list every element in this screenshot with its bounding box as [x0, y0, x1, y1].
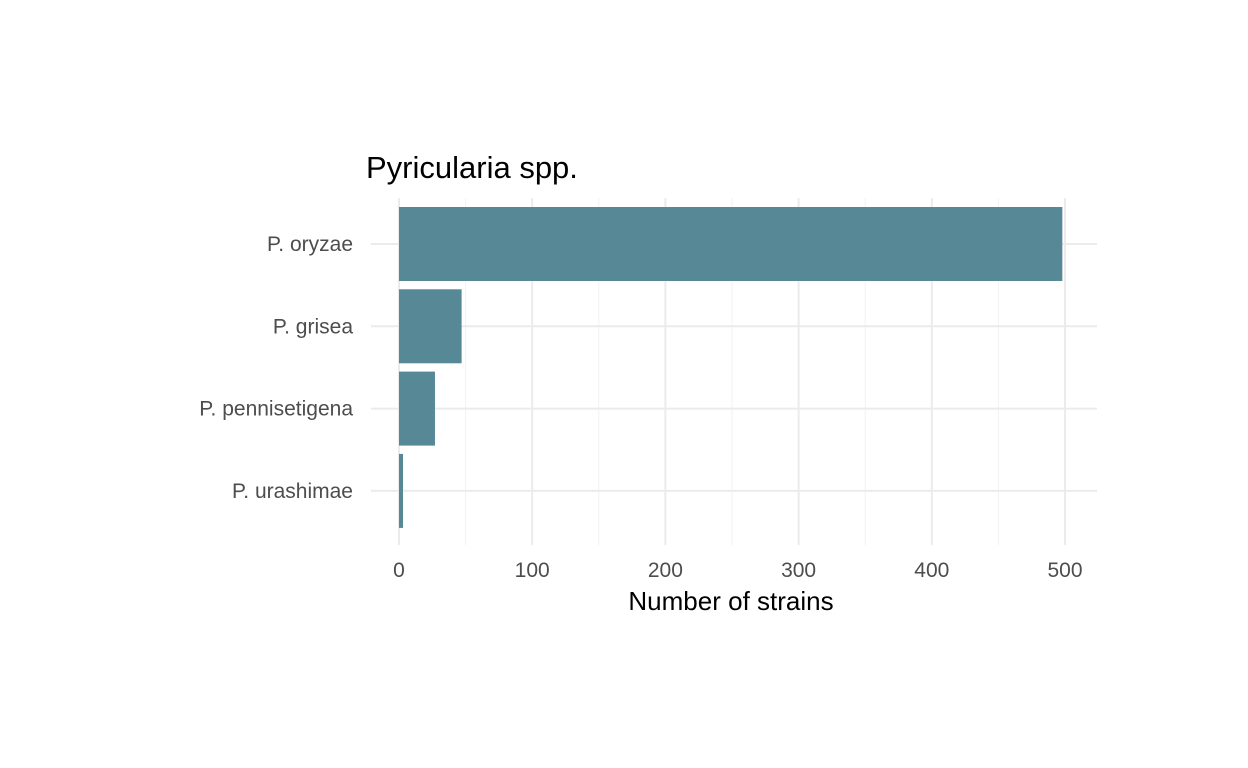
- x-axis-tick-labels: 0 100 200 300 400 500: [393, 559, 1082, 582]
- bars: [399, 207, 1063, 528]
- x-tick-label: 400: [914, 559, 949, 582]
- y-tick-label: P. pennisetigena: [199, 398, 353, 421]
- x-axis-title: Number of strains: [628, 586, 833, 616]
- y-tick-label: P. oryzae: [267, 233, 353, 256]
- x-tick-label: 500: [1047, 559, 1082, 582]
- bar: [399, 371, 435, 446]
- y-axis-tick-labels: P. oryzae P. grisea P. pennisetigena P. ura…: [199, 233, 353, 503]
- x-tick-label: 300: [781, 559, 816, 582]
- bar: [399, 289, 462, 364]
- x-tick-label: 100: [515, 559, 550, 582]
- y-tick-label: P. grisea: [273, 315, 353, 338]
- chart-title: Pyricularia spp.: [366, 150, 578, 185]
- bar: [399, 453, 403, 528]
- y-tick-label: P. urashimae: [232, 480, 353, 503]
- x-tick-label: 200: [648, 559, 683, 582]
- bar: [399, 207, 1063, 281]
- x-tick-label: 0: [393, 559, 405, 582]
